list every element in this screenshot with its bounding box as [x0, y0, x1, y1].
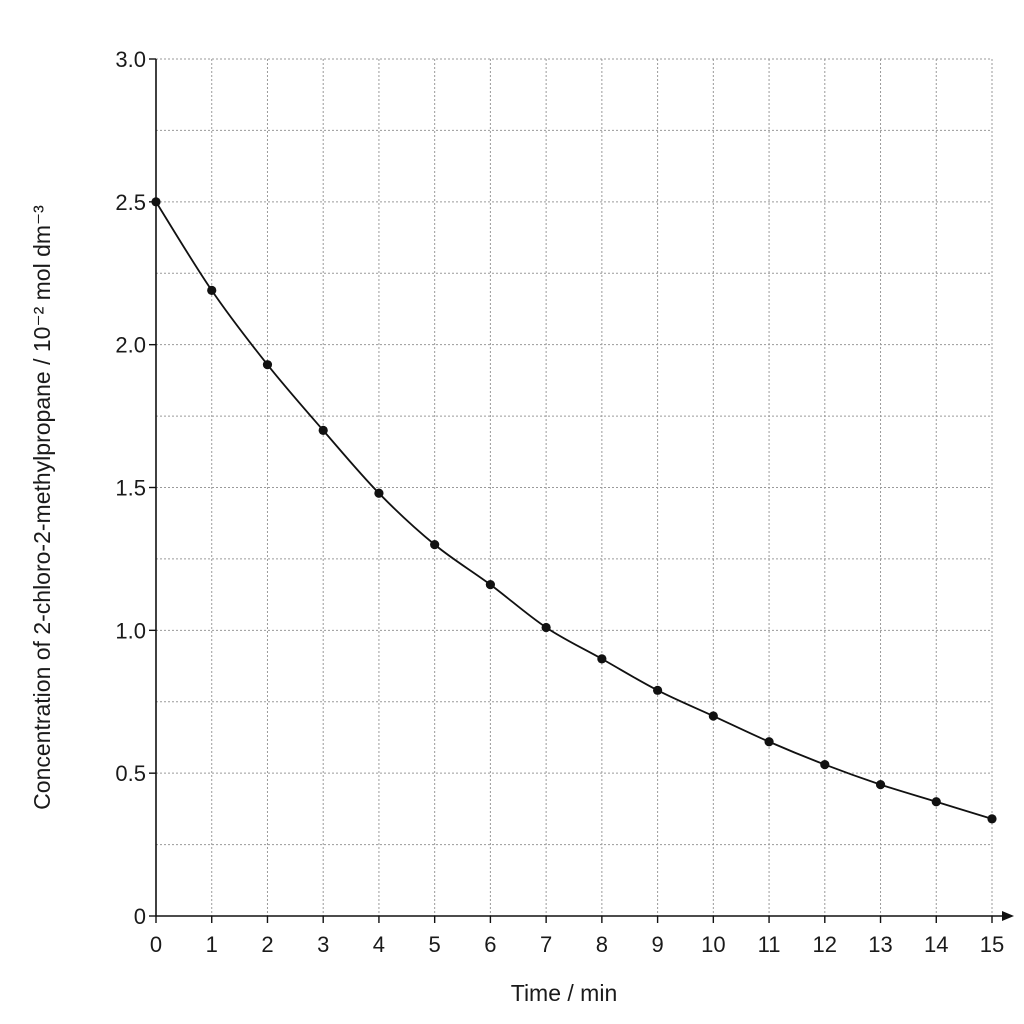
grid	[156, 58, 993, 916]
data-point	[931, 797, 941, 807]
data-point	[597, 654, 607, 664]
x-tick-label: 4	[373, 932, 385, 957]
y-axis-title: Concentration of 2-chloro-2-methylpropan…	[29, 205, 55, 810]
data-point	[374, 488, 384, 498]
x-tick-label: 15	[980, 932, 1004, 957]
data-point	[987, 814, 997, 824]
x-tick-label: 3	[317, 932, 329, 957]
y-tick-label: 2.0	[115, 333, 146, 358]
data-point	[541, 622, 551, 633]
x-tick-label: 0	[150, 932, 162, 957]
x-tick-label: 11	[758, 932, 781, 957]
y-tick-label: 2.5	[115, 190, 146, 215]
data-point	[262, 360, 273, 370]
y-tick-label: 1.5	[115, 476, 146, 501]
x-tick-label: 5	[429, 932, 441, 957]
y-tick-label: 0.5	[115, 761, 146, 786]
axes	[155, 59, 1014, 921]
x-tick-label: 6	[484, 932, 496, 957]
x-tick-label: 7	[540, 932, 552, 957]
data-point	[207, 285, 217, 295]
x-tick-label: 12	[813, 932, 837, 957]
x-axis-arrow	[1002, 911, 1014, 921]
data-point	[151, 197, 161, 207]
x-tick-label: 1	[206, 932, 218, 957]
data-point	[318, 425, 328, 435]
x-tick-label: 14	[924, 932, 948, 957]
x-tick-label: 8	[596, 932, 608, 957]
x-tick-label: 9	[651, 932, 663, 957]
data-point	[485, 580, 495, 590]
x-tick-label: 2	[261, 932, 273, 957]
data-point	[708, 711, 718, 721]
data-point	[430, 540, 440, 550]
series-line	[155, 201, 993, 820]
data-point	[653, 685, 663, 695]
data-point	[820, 759, 830, 770]
x-tick-label: 10	[701, 932, 725, 957]
y-tick-label: 0	[134, 904, 146, 929]
ticks: 0 1 2 3 4 5 6 7 8 9 10 11 12 13 14 1500.51.01.52.02.53.…	[115, 47, 1004, 957]
y-tick-label: 1.0	[115, 618, 146, 643]
x-tick-label: 13	[868, 932, 892, 957]
data-point	[875, 779, 886, 790]
x-axis-title: Time / min	[511, 980, 618, 1006]
y-tick-label: 3.0	[115, 47, 146, 72]
series	[151, 197, 997, 824]
data-point	[764, 737, 774, 747]
